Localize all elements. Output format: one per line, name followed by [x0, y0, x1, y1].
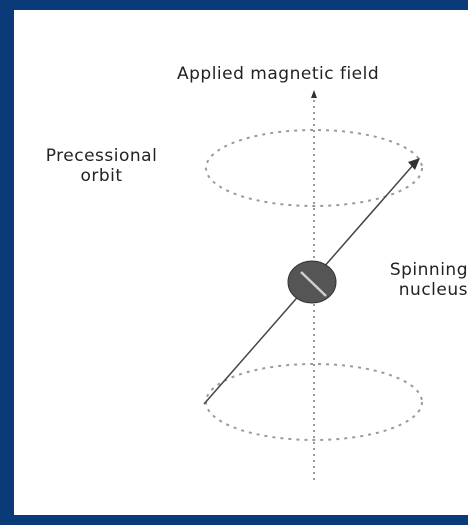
nucleus-label-line2: nucleus	[398, 280, 468, 300]
orbit-label-line1: Precessional	[45, 146, 158, 166]
diagram-panel: Applied magnetic field Precessional orbi…	[14, 10, 468, 515]
orbit-label-line2: orbit	[80, 166, 123, 186]
nucleus-label-line1: Spinning	[389, 260, 468, 280]
upper-orbit	[205, 129, 423, 207]
field-label: Applied magnetic field	[177, 64, 380, 84]
spinning-nucleus	[287, 260, 337, 304]
spin-arrowhead	[408, 158, 420, 170]
precession-diagram	[203, 90, 423, 480]
nucleus-label: Spinning nucleus	[358, 260, 468, 300]
field-arrowhead	[311, 90, 317, 98]
orbit-label: Precessional orbit	[14, 146, 189, 186]
